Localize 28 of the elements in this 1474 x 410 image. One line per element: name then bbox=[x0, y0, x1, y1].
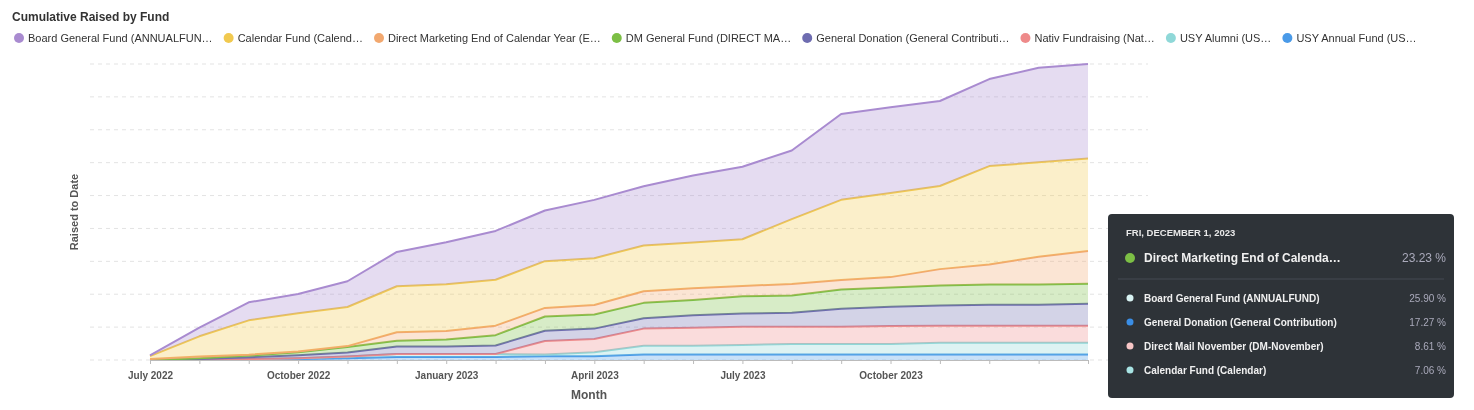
legend-label: Calendar Fund (Calend… bbox=[237, 32, 363, 44]
x-tick-label: July 2023 bbox=[720, 370, 766, 382]
x-tick-label: July 2022 bbox=[127, 370, 174, 382]
legend-label: USY Annual Fund (US… bbox=[1296, 32, 1417, 44]
y-axis-title: Raised to Date bbox=[68, 173, 80, 251]
text: 8.61 % bbox=[1414, 341, 1447, 352]
legend-label: Nativ Fundraising (Nat… bbox=[1034, 32, 1155, 44]
text: 23.23 % bbox=[1401, 251, 1447, 265]
legend-label: DM General Fund (DIRECT MA… bbox=[625, 32, 792, 44]
x-tick-label: October 2022 bbox=[266, 370, 331, 382]
text: 25.90 % bbox=[1409, 293, 1447, 304]
x-tick-label: April 2023 bbox=[570, 370, 620, 382]
x-tick-label: October 2023 bbox=[859, 370, 924, 382]
annotation: FRI, DECEMBER 1, 2023 bbox=[1126, 227, 1236, 238]
text: Calendar Fund (Calendar) bbox=[1144, 365, 1267, 376]
text: 17.27 % bbox=[1409, 317, 1447, 328]
legend-label: Direct Marketing End of Calendar Year (E… bbox=[387, 32, 601, 44]
x-tick-label: January 2023 bbox=[415, 370, 479, 382]
text: 7.06 % bbox=[1414, 365, 1447, 376]
legend-label: USY Alumni (US… bbox=[1179, 32, 1272, 44]
annotation: Direct Marketing End of Calenda… bbox=[1144, 251, 1341, 265]
legend-label: General Donation (General Contributi… bbox=[816, 32, 1010, 44]
annotation: General Donation (General Contribution) bbox=[1144, 317, 1337, 328]
legend-label: Board General Fund (ANNUALFUN… bbox=[28, 32, 213, 44]
x-axis-title: Month bbox=[571, 388, 607, 402]
chart-title: Cumulative Raised by Fund bbox=[12, 10, 170, 24]
annotation: Direct Mail November (DM-November) bbox=[1144, 341, 1324, 352]
annotation: Board General Fund (ANNUALFUND) bbox=[1144, 293, 1320, 304]
